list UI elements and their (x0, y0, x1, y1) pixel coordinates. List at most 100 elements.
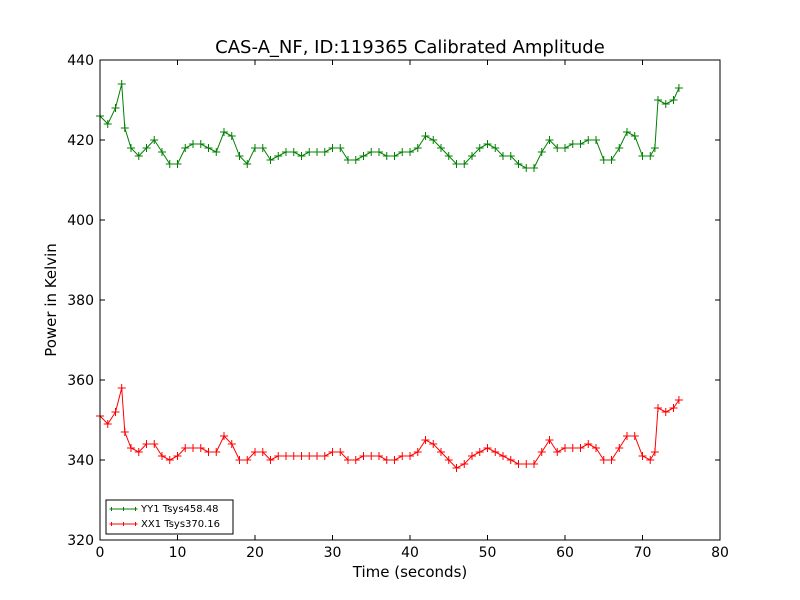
series-yy1-point (297, 152, 306, 160)
series-xx1-point (576, 444, 585, 452)
series-yy1-point (398, 148, 407, 156)
series-xx1-point (173, 452, 182, 460)
series-yy1-point (561, 144, 569, 152)
series-yy1-point (437, 144, 445, 152)
series-yy1-point (150, 136, 159, 144)
series-yy1-point (475, 144, 484, 152)
y-tick-label: 400 (67, 213, 94, 229)
x-tick-label: 60 (556, 545, 574, 561)
chart-title: CAS-A_NF, ID:119365 Calibrated Amplitude (215, 37, 605, 58)
series-xx1-point (561, 444, 569, 452)
y-axis-label: Power in Kelvin (42, 243, 60, 357)
series-xx1-point (235, 456, 244, 464)
series-yy1-point (375, 148, 383, 156)
series-yy1-point (661, 100, 670, 108)
series-yy1-point (607, 156, 616, 164)
series-xx1-point (584, 440, 593, 448)
series-xx1-point (336, 448, 345, 456)
series-yy1-point (390, 152, 399, 160)
series-xx1-point (158, 452, 166, 460)
x-tick-label: 50 (479, 545, 497, 561)
series-xx1-point (406, 452, 414, 460)
series-yy1-point (650, 144, 659, 152)
series-xx1-point (674, 396, 683, 404)
series-yy1-point (320, 148, 329, 156)
series-xx1-point (165, 456, 174, 464)
x-tick-label: 40 (401, 545, 419, 561)
series-yy1-point (204, 144, 213, 152)
series-yy1-point (483, 140, 492, 148)
series-xx1-point (117, 384, 126, 392)
series-yy1-point (251, 144, 259, 152)
y-tick-label: 320 (67, 533, 94, 549)
series-xx1-point (413, 448, 422, 456)
series-xx1-point (196, 444, 205, 452)
series-yy1-point (584, 136, 593, 144)
series-xx1-point (243, 456, 252, 464)
series-yy1-point (452, 160, 461, 168)
series-yy1-point (220, 128, 228, 136)
series-yy1-point (243, 160, 252, 168)
x-tick-label: 80 (711, 545, 729, 561)
x-tick-label: 10 (169, 545, 187, 561)
series-yy1-point (336, 144, 345, 152)
series-xx1-point (274, 452, 283, 460)
series-xx1-point (359, 452, 368, 460)
legend-box (105, 499, 234, 535)
series-yy1-point (103, 120, 112, 128)
series-xx1-point (630, 432, 639, 440)
series-yy1-point (142, 144, 151, 152)
series-xx1-point (669, 404, 678, 412)
y-tick-label: 420 (67, 133, 94, 149)
series-xx1 (96, 384, 683, 472)
series-xx1-point (468, 452, 476, 460)
x-tick-label: 0 (96, 545, 105, 561)
series-yy1-point (638, 152, 647, 160)
series-xx1-point (258, 448, 267, 456)
series-yy1-point (289, 148, 298, 156)
series-xx1-point (111, 408, 120, 416)
series-yy1-point (623, 128, 631, 136)
series-yy1-point (545, 136, 554, 144)
series-yy1-point (460, 160, 469, 168)
series-yy1-point (491, 144, 500, 152)
series-xx1-point (351, 456, 360, 464)
series-xx1-point (328, 448, 337, 456)
series-xx1-point (375, 452, 383, 460)
legend: YY1 Tsys458.48 XX1 Tsys370.16 (105, 499, 234, 535)
series-xx1-point (615, 444, 624, 452)
series-yy1-point (506, 152, 515, 160)
series-xx1-point (522, 460, 531, 468)
series-xx1-point (320, 452, 329, 460)
series-yy1-point (274, 152, 283, 160)
x-tick-label: 70 (634, 545, 652, 561)
series-yy1-point (444, 152, 453, 160)
series-xx1-point (537, 448, 546, 456)
legend-label-xx1: XX1 Tsys370.16 (141, 519, 220, 530)
series-xx1-point (568, 444, 577, 452)
series-yy1-point (615, 144, 624, 152)
legend-marker-xx1 (109, 522, 138, 526)
series-xx1-point (545, 436, 554, 444)
series-xx1-point (189, 444, 197, 452)
series-xx1-point (212, 448, 221, 456)
series-xx1-point (638, 452, 647, 460)
series-yy1-point (654, 96, 662, 104)
series-yy1-point (120, 124, 129, 132)
series-xx1-point (506, 456, 515, 464)
series-xx1-point (650, 448, 659, 456)
series-xx1-point (251, 448, 259, 456)
series-yy1-point (181, 144, 190, 152)
series-xx1-point (437, 448, 445, 456)
series-yy1-point (576, 140, 585, 148)
series-xx1-point (181, 444, 190, 452)
series-yy1-point (282, 148, 290, 156)
series-yy1-point (235, 152, 244, 160)
series-yy1-point (669, 96, 678, 104)
series-xx1-point (623, 432, 631, 440)
series-yy1-point (305, 148, 314, 156)
series-xx1-point (452, 464, 461, 472)
series-yy1-point (530, 164, 538, 172)
series-yy1-point (165, 160, 174, 168)
